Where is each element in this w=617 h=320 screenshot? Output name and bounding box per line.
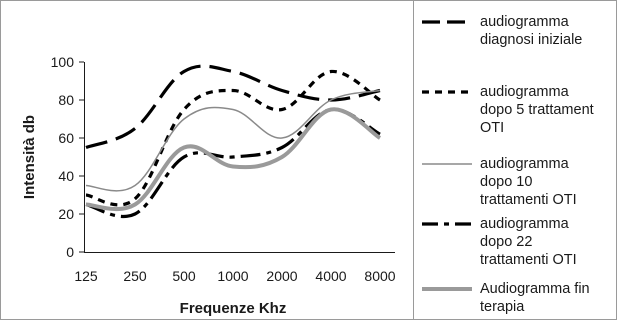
legend-label: trattamenti OTI bbox=[480, 252, 577, 268]
legend-label: audiogramma bbox=[480, 14, 570, 30]
x-tick-label: 2000 bbox=[266, 268, 297, 284]
series-line-2 bbox=[85, 69, 381, 207]
x-tick-label: 8000 bbox=[364, 268, 395, 284]
x-axis-ticks: 125 250 500 1000 2000 4000 8000 bbox=[74, 268, 395, 284]
legend-label: audiogramma bbox=[480, 84, 570, 100]
legend-label: audiogramma bbox=[480, 156, 570, 172]
y-tick-label: 40 bbox=[58, 168, 74, 184]
series-layer bbox=[85, 64, 382, 218]
legend-label: terapia bbox=[480, 299, 525, 315]
y-axis-ticks: 0 20 40 60 80 100 bbox=[51, 54, 84, 260]
y-tick-label: 100 bbox=[51, 54, 75, 70]
legend-label: audiogramma bbox=[480, 216, 570, 232]
y-tick-label: 80 bbox=[58, 92, 74, 108]
x-tick-label: 1000 bbox=[217, 268, 248, 284]
series-line-4 bbox=[85, 107, 381, 218]
y-tick-label: 0 bbox=[66, 244, 74, 260]
x-tick-label: 125 bbox=[74, 268, 98, 284]
x-tick-label: 500 bbox=[172, 268, 196, 284]
series-line-1 bbox=[85, 64, 381, 150]
y-axis-title: Intensità db bbox=[21, 115, 38, 199]
legend-label: dopo 5 trattament bbox=[480, 102, 594, 118]
x-tick-label: 4000 bbox=[315, 268, 346, 284]
y-tick-label: 20 bbox=[58, 206, 74, 222]
legend: audiogramma diagnosi iniziale audiogramma d… bbox=[422, 14, 594, 315]
legend-label: trattamenti OTI bbox=[480, 192, 577, 208]
y-tick-label: 60 bbox=[58, 130, 74, 146]
legend-label: Audiogramma fin bbox=[480, 281, 590, 297]
series-line-5 bbox=[85, 107, 382, 212]
legend-label: OTI bbox=[480, 120, 504, 136]
legend-label: dopo 10 bbox=[480, 174, 532, 190]
series-line-3 bbox=[85, 89, 381, 192]
legend-label: diagnosi iniziale bbox=[480, 32, 582, 48]
x-axis-title: Frequenze Khz bbox=[180, 300, 287, 317]
legend-label: dopo 22 bbox=[480, 234, 532, 250]
x-tick-label: 250 bbox=[123, 268, 147, 284]
